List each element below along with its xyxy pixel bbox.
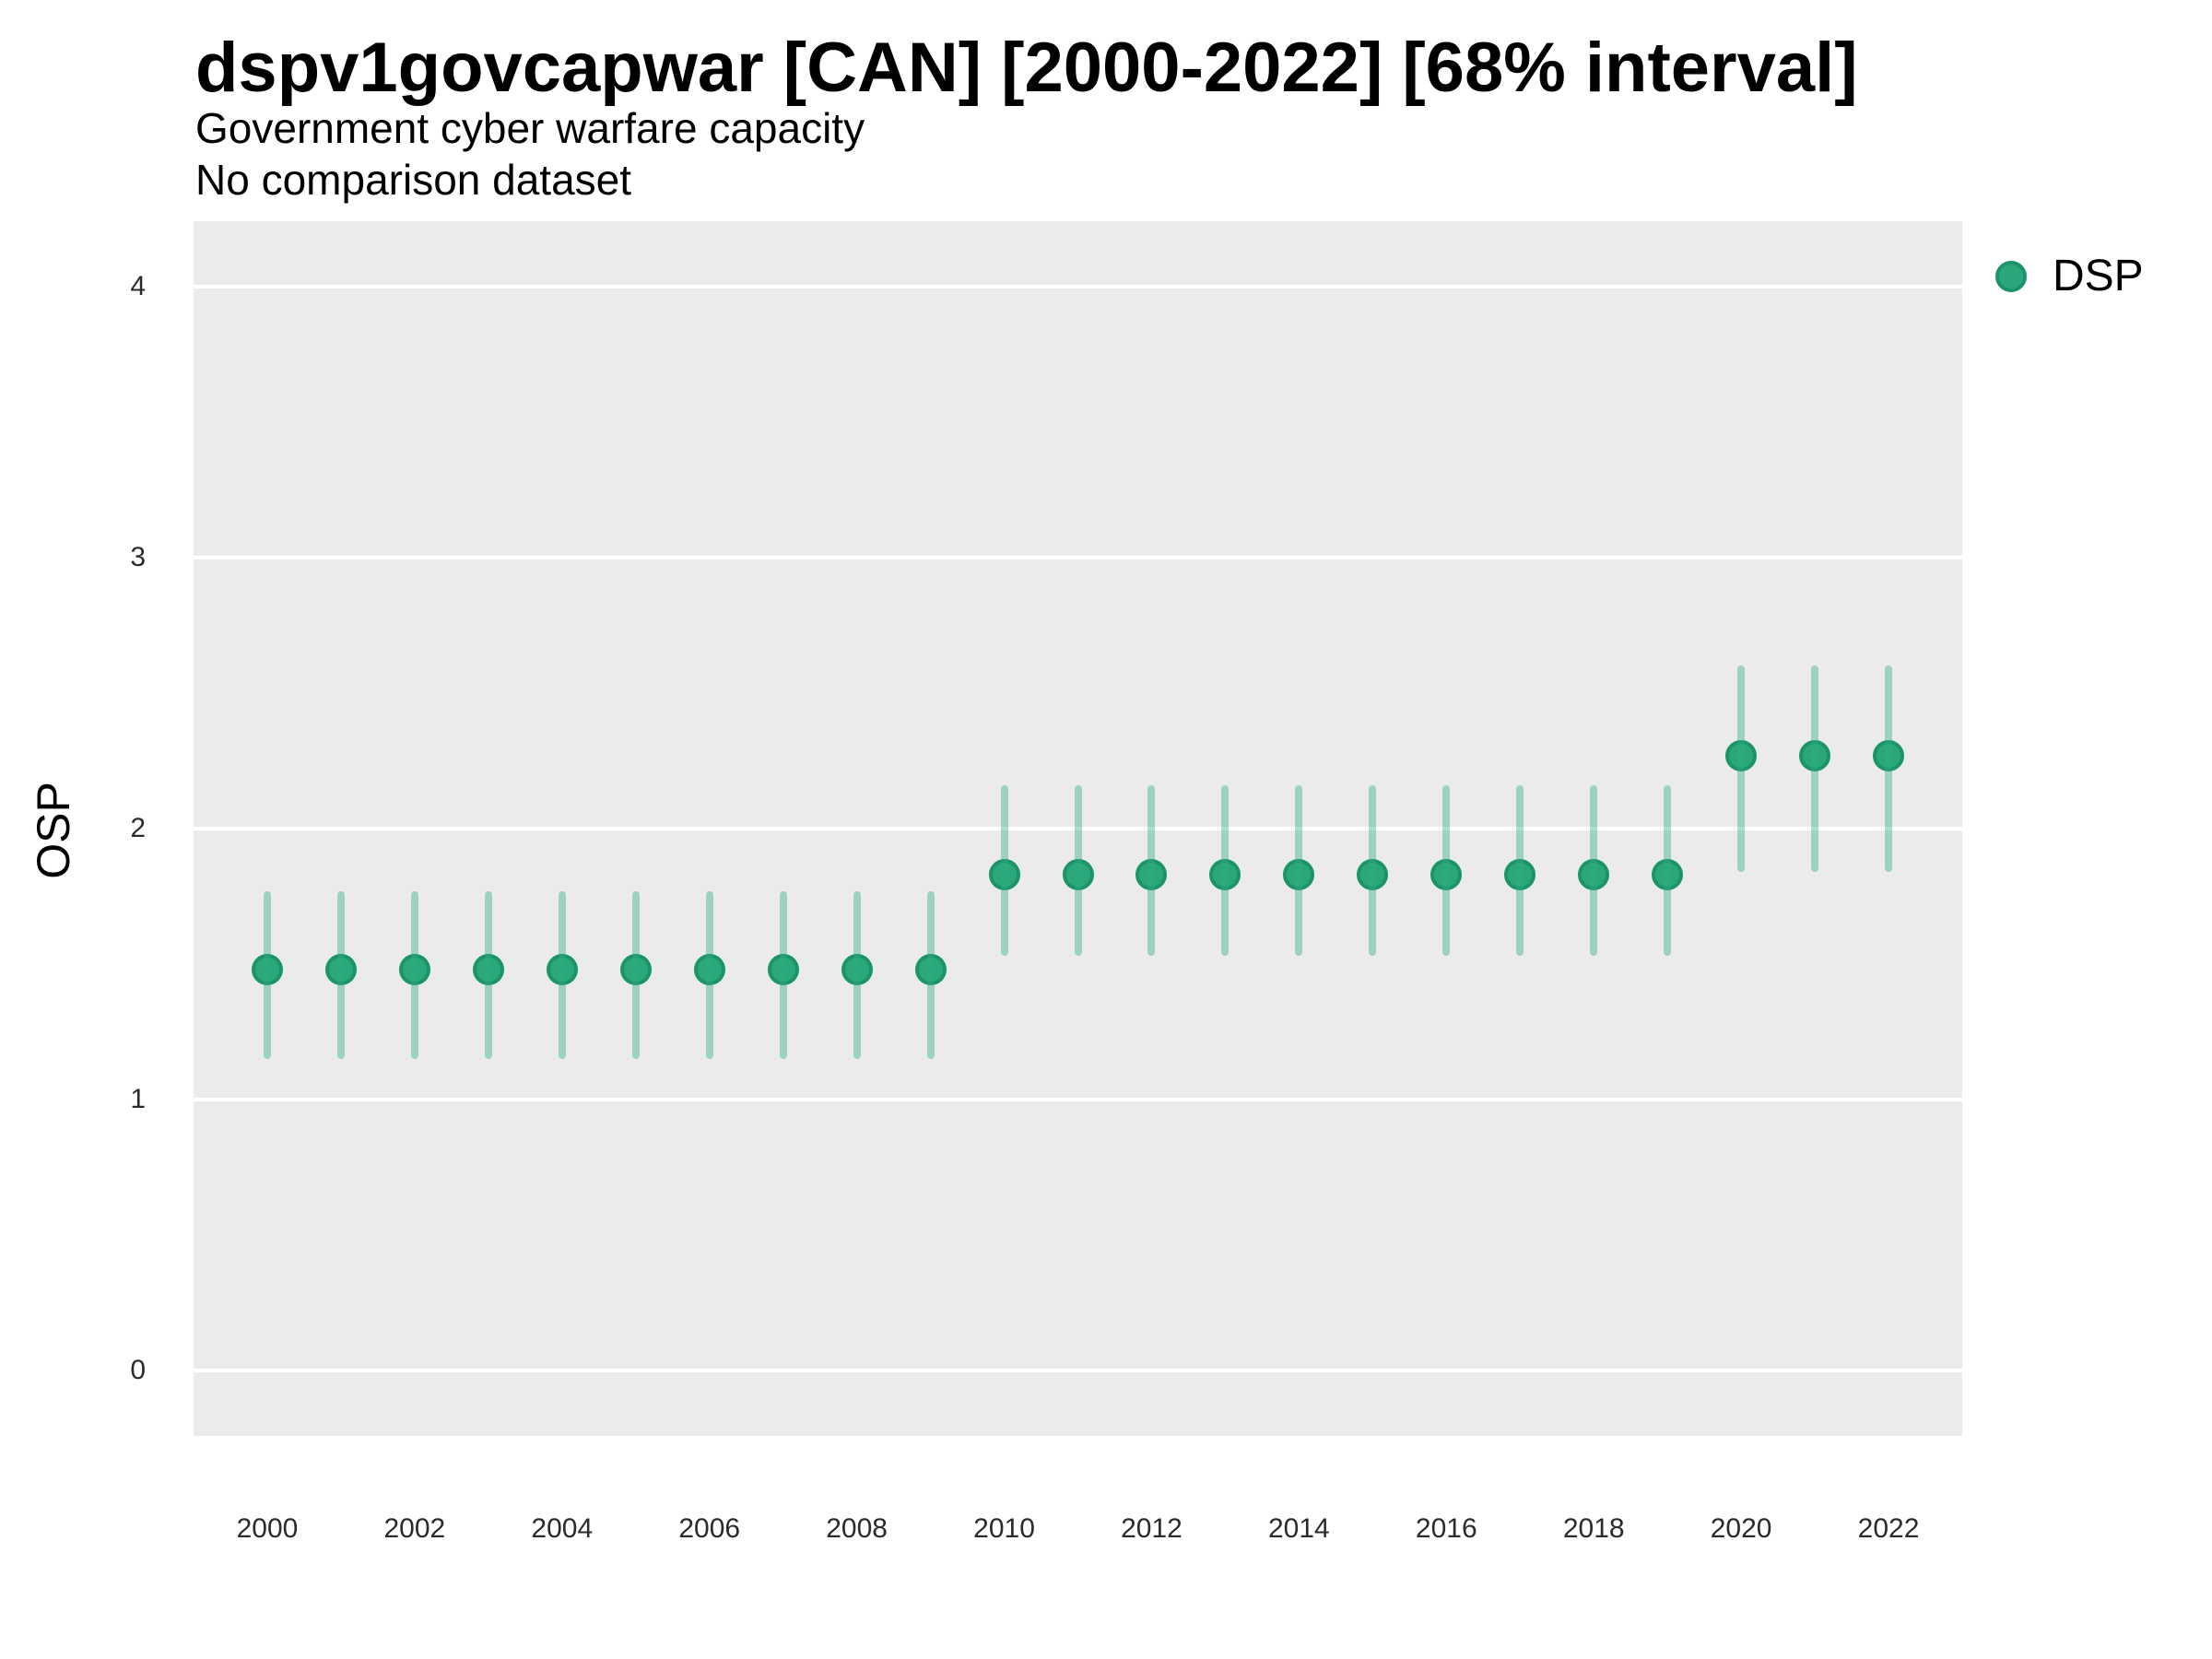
x-tick-label-2010: 2010 bbox=[973, 1513, 1035, 1544]
interval-bar-dsp-2021 bbox=[1811, 665, 1819, 873]
gridline-y-0 bbox=[194, 1369, 1962, 1373]
x-tick-label-2004: 2004 bbox=[531, 1513, 594, 1544]
gridline-y-1 bbox=[194, 1098, 1962, 1102]
interval-bar-dsp-2011 bbox=[1074, 784, 1082, 957]
x-tick-label-2018: 2018 bbox=[1562, 1513, 1625, 1544]
gridline-y-3 bbox=[194, 555, 1962, 559]
point-dsp-2013 bbox=[1209, 859, 1241, 890]
y-tick-label-4: 4 bbox=[130, 270, 146, 301]
interval-bar-dsp-2002 bbox=[410, 890, 418, 1060]
gridline-y-4 bbox=[194, 284, 1962, 288]
x-tick-label-2008: 2008 bbox=[826, 1513, 888, 1544]
point-dsp-2009 bbox=[914, 953, 947, 985]
interval-bar-dsp-2010 bbox=[1000, 784, 1008, 957]
x-tick-label-2016: 2016 bbox=[1415, 1513, 1477, 1544]
interval-bar-dsp-2007 bbox=[779, 890, 787, 1060]
interval-bar-dsp-2020 bbox=[1737, 665, 1746, 873]
x-tick-label-2000: 2000 bbox=[236, 1513, 299, 1544]
chart-title: dspv1govcapwar [CAN] [2000-2022] [68% in… bbox=[195, 29, 1858, 107]
interval-bar-dsp-2004 bbox=[558, 890, 566, 1060]
y-tick-label-1: 1 bbox=[130, 1084, 146, 1115]
point-dsp-2020 bbox=[1725, 739, 1758, 771]
point-dsp-2019 bbox=[1652, 859, 1684, 890]
point-dsp-2004 bbox=[546, 953, 578, 985]
interval-bar-dsp-2012 bbox=[1147, 784, 1156, 957]
interval-bar-dsp-2016 bbox=[1442, 784, 1451, 957]
interval-bar-dsp-2015 bbox=[1369, 784, 1377, 957]
point-dsp-2008 bbox=[841, 953, 873, 985]
point-dsp-2002 bbox=[398, 953, 430, 985]
point-dsp-2006 bbox=[693, 953, 725, 985]
interval-bar-dsp-2006 bbox=[705, 890, 713, 1060]
interval-bar-dsp-2003 bbox=[484, 890, 492, 1060]
point-dsp-2014 bbox=[1283, 859, 1315, 890]
interval-bar-dsp-2009 bbox=[926, 890, 935, 1060]
point-dsp-2000 bbox=[251, 953, 283, 985]
y-tick-label-0: 0 bbox=[130, 1355, 146, 1386]
point-dsp-2021 bbox=[1799, 739, 1831, 771]
x-tick-label-2022: 2022 bbox=[1857, 1513, 1920, 1544]
legend-label: DSP bbox=[2053, 252, 2144, 300]
x-tick-label-2012: 2012 bbox=[1121, 1513, 1182, 1544]
point-dsp-2018 bbox=[1578, 859, 1610, 890]
interval-bar-dsp-2001 bbox=[336, 890, 345, 1060]
x-tick-label-2006: 2006 bbox=[678, 1513, 741, 1544]
legend-key-dot-icon bbox=[1995, 261, 2027, 292]
point-dsp-2015 bbox=[1357, 859, 1389, 890]
point-dsp-2012 bbox=[1135, 859, 1168, 890]
interval-bar-dsp-2018 bbox=[1590, 784, 1598, 957]
point-dsp-2010 bbox=[988, 859, 1020, 890]
chart-note: No comparison dataset bbox=[195, 156, 632, 204]
interval-bar-dsp-2014 bbox=[1295, 784, 1303, 957]
interval-bar-dsp-2013 bbox=[1221, 784, 1230, 957]
x-tick-label-2002: 2002 bbox=[383, 1513, 446, 1544]
point-dsp-2001 bbox=[324, 953, 357, 985]
interval-bar-dsp-2019 bbox=[1664, 784, 1672, 957]
point-dsp-2005 bbox=[619, 953, 652, 985]
x-tick-label-2014: 2014 bbox=[1268, 1513, 1330, 1544]
point-dsp-2016 bbox=[1430, 859, 1463, 890]
point-dsp-2007 bbox=[767, 953, 799, 985]
interval-bar-dsp-2022 bbox=[1885, 665, 1893, 873]
point-dsp-2022 bbox=[1873, 739, 1905, 771]
y-tick-label-3: 3 bbox=[130, 541, 146, 572]
gridline-y-2 bbox=[194, 827, 1962, 830]
point-dsp-2003 bbox=[472, 953, 504, 985]
interval-bar-dsp-2008 bbox=[853, 890, 861, 1060]
interval-bar-dsp-2005 bbox=[631, 890, 640, 1060]
x-tick-label-2020: 2020 bbox=[1710, 1513, 1772, 1544]
y-tick-label-2: 2 bbox=[130, 813, 146, 843]
chart-subtitle: Government cyber warfare capacity bbox=[195, 104, 865, 152]
plot-panel bbox=[194, 221, 1962, 1436]
point-dsp-2011 bbox=[1062, 859, 1094, 890]
point-dsp-2017 bbox=[1504, 859, 1536, 890]
interval-bar-dsp-2017 bbox=[1516, 784, 1524, 957]
interval-bar-dsp-2000 bbox=[263, 890, 271, 1060]
